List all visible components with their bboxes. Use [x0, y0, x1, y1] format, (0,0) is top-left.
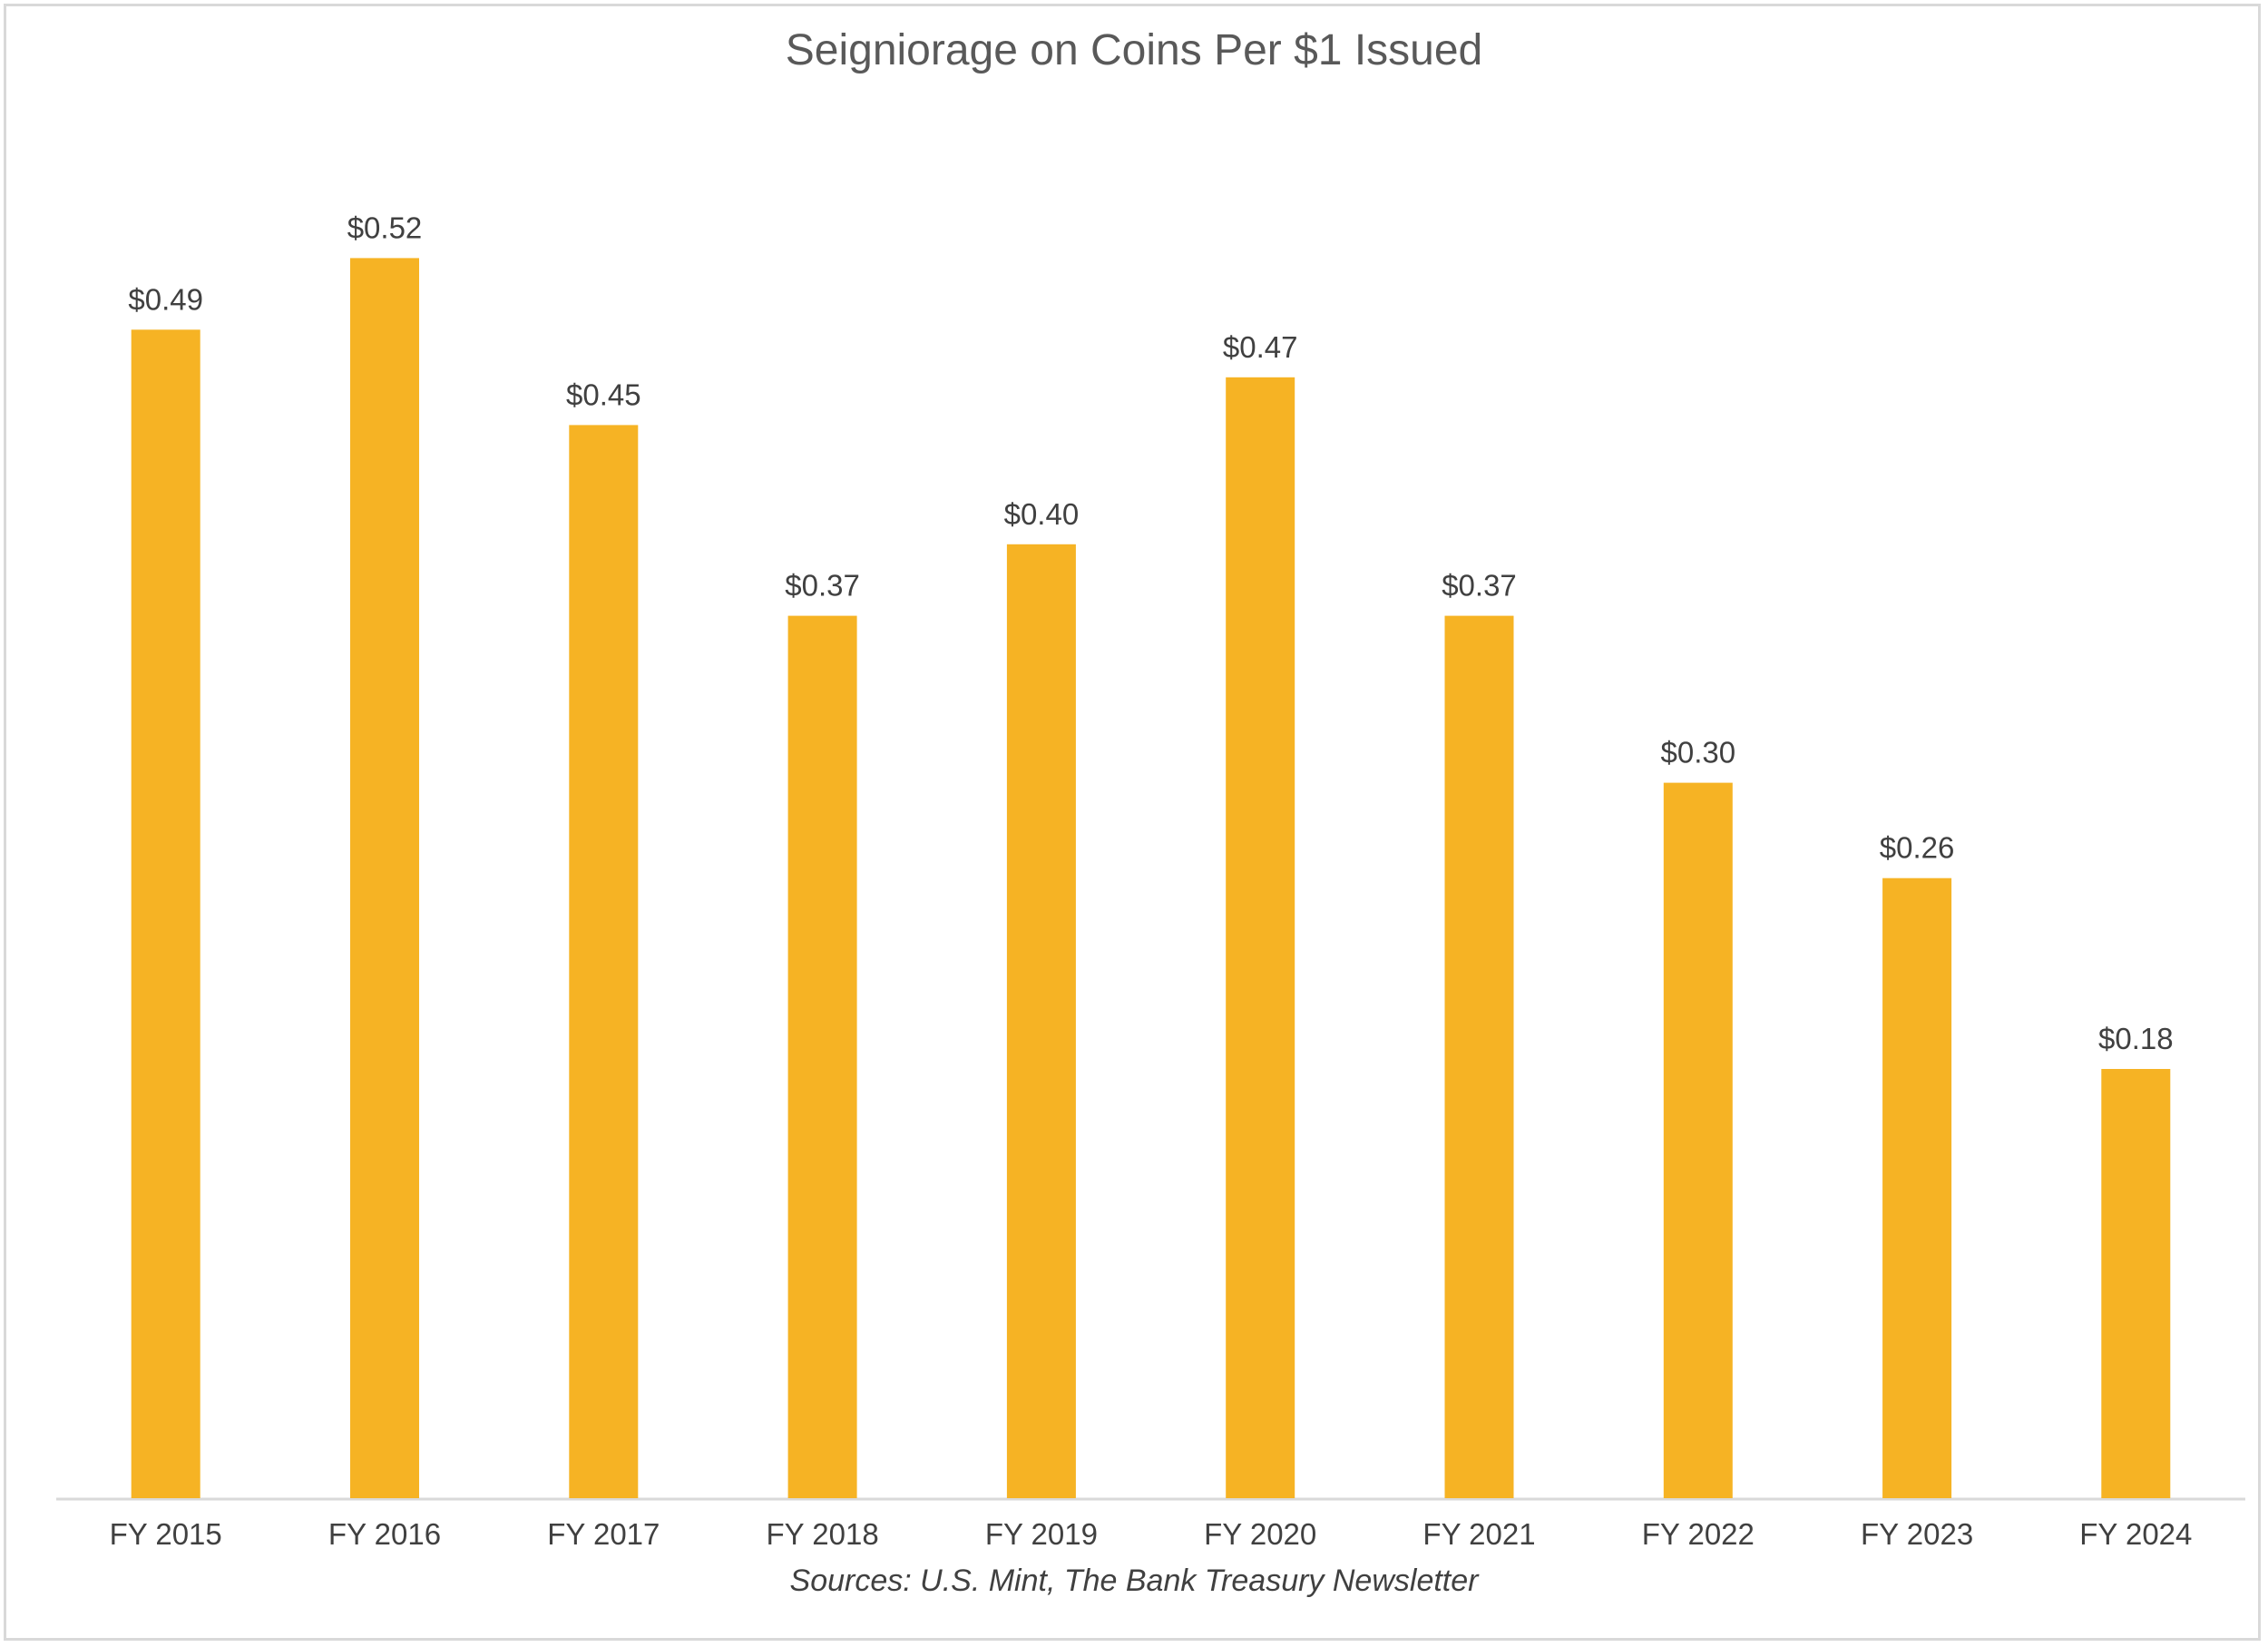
x-tick-label: FY 2021	[1422, 1517, 1535, 1551]
bar-fy-2024	[2101, 1069, 2171, 1498]
x-tick-label: FY 2015	[110, 1517, 222, 1551]
data-label: $0.40	[1004, 497, 1080, 531]
bar-fy-2015	[131, 329, 200, 1498]
data-label: $0.45	[566, 377, 641, 411]
bar-fy-2020	[1226, 377, 1295, 1498]
chart-source-note: Sources: U.S. Mint, The Bank Treasury Ne…	[789, 1564, 1479, 1598]
data-label: $0.18	[2098, 1022, 2174, 1055]
chart-title: Seigniorage on Coins Per $1 Issued	[785, 26, 1483, 74]
data-label: $0.52	[347, 211, 423, 244]
data-label: $0.47	[1223, 330, 1298, 364]
x-tick-label: FY 2023	[1861, 1517, 1973, 1551]
bar-fy-2021	[1444, 615, 1514, 1498]
x-tick-label: FY 2024	[2079, 1517, 2192, 1551]
data-label: $0.26	[1880, 831, 1955, 865]
bar-fy-2018	[787, 615, 857, 1498]
data-label: $0.49	[128, 282, 203, 316]
x-tick-label: FY 2016	[328, 1517, 441, 1551]
x-tick-label: FY 2019	[985, 1517, 1098, 1551]
bar-fy-2017	[569, 425, 639, 1498]
data-label: $0.30	[1661, 736, 1736, 770]
data-label: $0.37	[785, 569, 860, 603]
bar-fy-2022	[1663, 782, 1733, 1498]
x-tick-label: FY 2018	[767, 1517, 879, 1551]
bar-fy-2019	[1006, 544, 1076, 1498]
data-label: $0.37	[1442, 569, 1517, 603]
bar-fy-2023	[1882, 877, 1952, 1498]
x-tick-label: FY 2017	[547, 1517, 660, 1551]
x-tick-label: FY 2022	[1642, 1517, 1755, 1551]
bar-fy-2016	[350, 258, 419, 1498]
x-tick-label: FY 2020	[1204, 1517, 1316, 1551]
